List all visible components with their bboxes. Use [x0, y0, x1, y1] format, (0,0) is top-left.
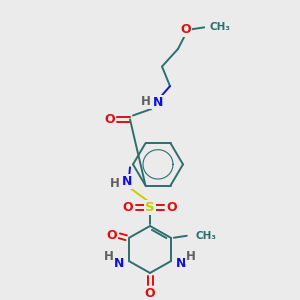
Text: H: H	[110, 177, 120, 190]
Text: O: O	[106, 229, 116, 242]
Text: N: N	[122, 176, 132, 188]
Text: CH₃: CH₃	[196, 231, 217, 241]
Text: N: N	[114, 257, 124, 270]
Text: O: O	[105, 113, 115, 126]
Text: O: O	[181, 23, 191, 36]
Text: O: O	[167, 201, 177, 214]
Text: H: H	[104, 250, 114, 263]
Text: H: H	[186, 250, 196, 263]
Text: H: H	[141, 95, 151, 108]
Text: O: O	[123, 201, 133, 214]
Text: N: N	[176, 257, 186, 270]
Text: N: N	[153, 96, 163, 109]
Text: CH₃: CH₃	[210, 22, 231, 32]
Text: O: O	[145, 287, 155, 300]
Text: S: S	[145, 201, 155, 214]
